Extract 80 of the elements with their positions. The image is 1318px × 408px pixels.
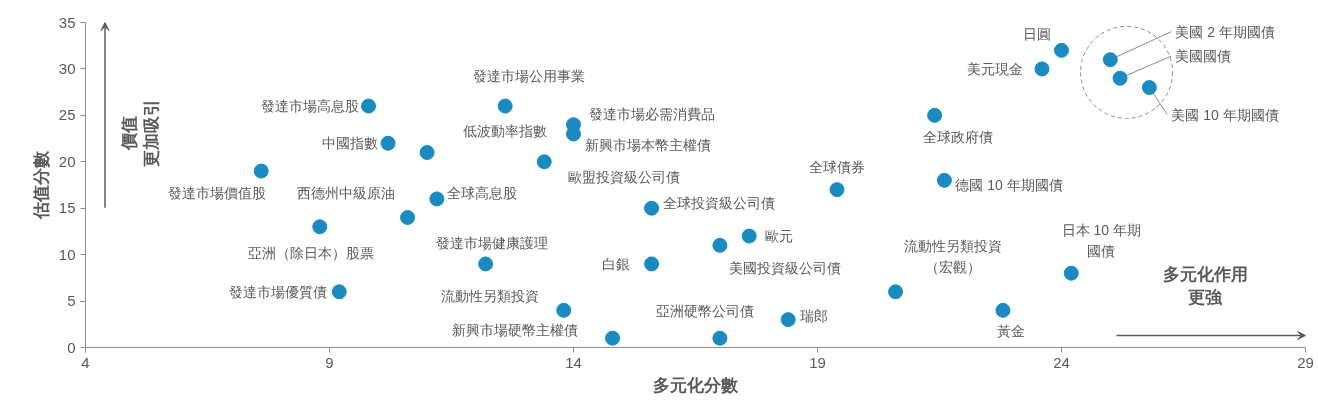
annotation: 西德州中級原油 [296,184,395,201]
annotation: 全球投資級公司債 [662,195,775,212]
point [478,256,494,272]
annotation: 發達市場優質債 [229,283,328,300]
y-tick-label: 30 [58,59,76,77]
point [312,219,328,235]
annotation: 日圓 [1022,26,1051,43]
point [400,210,416,225]
x-tick-label: 14 [565,353,582,371]
point [429,191,445,207]
annotation: 美國投資級公司債 [728,260,841,277]
annotation: 發達市場高息股 [260,98,359,115]
y-tick-label: 15 [58,199,76,217]
x-axis-title: 多元化分數 [653,375,739,395]
annotation: 美國 2 年期國債 [1175,23,1275,40]
annotation: 亞洲（除日本）股票 [247,244,374,261]
point [888,284,904,300]
annotation: 美元現金 [966,60,1023,77]
point [644,200,660,216]
y-tick-label: 10 [58,245,76,263]
annotation: 價值更加吸引 [119,99,162,167]
annotation: 中國指數 [322,135,379,152]
y-tick-label: 5 [67,292,76,310]
point [644,256,660,272]
annotation: 全球政府債 [922,129,993,146]
annotation: 黃金 [996,323,1025,340]
x-tick-label: 24 [1053,353,1070,371]
annotation: 德國 10 年期國債 [955,177,1063,194]
annotation: 美國國債 [1175,48,1232,65]
y-axis-title: 估值分數 [31,150,51,220]
annotation: 發達市場健康護理 [435,234,548,251]
point [1141,80,1157,95]
point [741,228,757,244]
annotation: 全球債券 [809,158,866,175]
point [936,172,952,188]
point [556,302,572,318]
point [829,182,845,198]
point [995,302,1011,318]
point [712,330,728,346]
annotation: 歐盟投資級公司債 [568,168,681,185]
x-tick-label: 4 [81,353,90,371]
point [497,98,513,114]
point [780,312,796,328]
point [331,284,347,300]
x-tick-label: 19 [809,353,826,371]
annotation: 發達市場必需消費品 [588,105,715,122]
point [1112,70,1128,86]
point [1063,265,1079,281]
annotation: 發達市場公用事業 [473,68,586,85]
annotation: 低波動率指數 [463,122,548,139]
y-tick-label: 25 [58,106,76,124]
point [712,237,728,253]
annotation: 瑞郎 [800,307,829,324]
annotation: 多元化作用更強 [1162,264,1248,307]
point [1102,52,1118,68]
annotation: 流動性另類投資（宏觀） [903,238,1002,276]
annotation: 流動性另類投資 [440,288,539,305]
annotation: 歐元 [765,228,794,245]
annotation: 新興市場硬幣主權債 [451,322,578,339]
point [1034,61,1050,77]
point [536,154,552,170]
annotation: 發達市場價值股 [168,185,267,202]
point [380,135,396,151]
annotation: 白銀 [601,255,630,272]
y-tick-label: 35 [58,13,76,31]
x-tick-label: 9 [325,353,334,371]
annotation: 美國 10 年期國債 [1171,106,1279,123]
point [605,330,621,346]
point [1054,42,1069,58]
y-tick-label: 0 [67,338,76,356]
annotation: 日本 10 年期國債 [1061,221,1141,259]
annotation: 新興市場本幣主權債 [584,136,711,153]
point [927,107,943,123]
x-tick-label: 29 [1297,353,1314,371]
point [253,163,269,179]
point [361,98,377,114]
annotation: 全球高息股 [446,184,517,201]
point [419,145,435,160]
annotation: 亞洲硬幣公司債 [655,303,754,320]
y-tick-label: 20 [58,152,76,170]
